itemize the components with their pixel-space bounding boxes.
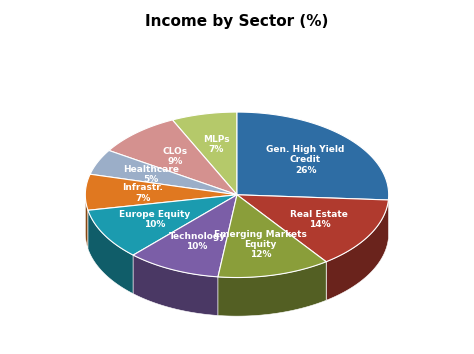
- Polygon shape: [237, 112, 389, 200]
- Polygon shape: [133, 195, 237, 294]
- Polygon shape: [133, 195, 237, 277]
- Polygon shape: [85, 174, 237, 210]
- Polygon shape: [88, 210, 133, 294]
- Text: Real Estate
14%: Real Estate 14%: [291, 210, 348, 229]
- Polygon shape: [237, 195, 326, 300]
- Polygon shape: [133, 255, 218, 315]
- Polygon shape: [88, 195, 237, 249]
- Polygon shape: [85, 195, 88, 249]
- Text: Income by Sector (%): Income by Sector (%): [146, 14, 328, 29]
- Polygon shape: [326, 200, 388, 300]
- Text: CLOs
9%: CLOs 9%: [162, 147, 187, 166]
- Text: Gen. High Yield
Credit
26%: Gen. High Yield Credit 26%: [266, 145, 345, 175]
- Text: Healthcare
5%: Healthcare 5%: [123, 165, 179, 184]
- Polygon shape: [237, 195, 388, 239]
- Text: Emerging Markets
Equity
12%: Emerging Markets Equity 12%: [214, 230, 307, 259]
- Polygon shape: [88, 195, 237, 249]
- Polygon shape: [88, 195, 237, 255]
- Polygon shape: [133, 195, 237, 294]
- Text: Europe Equity
10%: Europe Equity 10%: [119, 210, 190, 229]
- Polygon shape: [237, 195, 388, 262]
- Text: Technology
10%: Technology 10%: [168, 232, 226, 251]
- Polygon shape: [218, 195, 326, 278]
- Text: MLPs
7%: MLPs 7%: [203, 135, 230, 154]
- Text: Infrastr.
7%: Infrastr. 7%: [123, 183, 164, 203]
- Polygon shape: [237, 195, 326, 300]
- Polygon shape: [218, 195, 237, 315]
- Polygon shape: [218, 195, 237, 315]
- Polygon shape: [109, 120, 237, 195]
- Polygon shape: [173, 112, 237, 195]
- Polygon shape: [237, 195, 388, 239]
- Polygon shape: [90, 150, 237, 195]
- Polygon shape: [218, 262, 326, 316]
